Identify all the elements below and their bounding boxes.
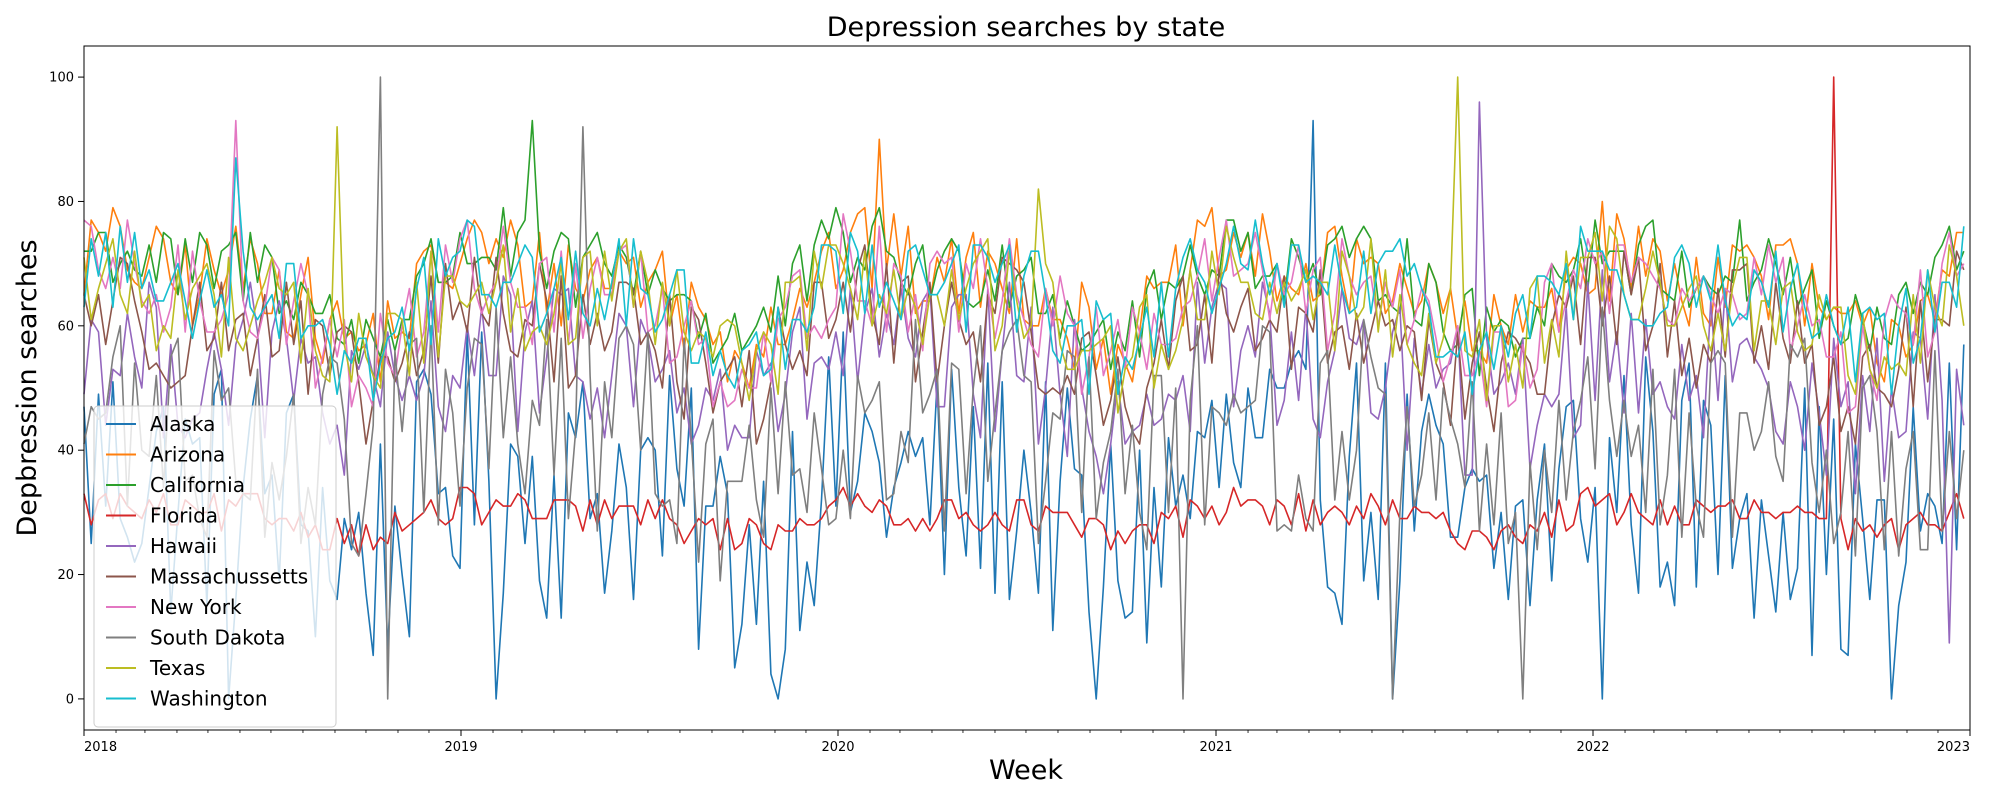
series-line-california bbox=[84, 119, 1965, 377]
legend-label: California bbox=[150, 473, 245, 497]
legend-label: Washington bbox=[150, 687, 268, 711]
y-tick-label: 80 bbox=[57, 195, 74, 210]
series-layer bbox=[83, 76, 1965, 700]
series-line-south-dakota bbox=[83, 76, 1965, 700]
x-tick-label: 2022 bbox=[1576, 740, 1609, 755]
x-axis-label: Week bbox=[989, 755, 1063, 786]
series-line-washington bbox=[83, 157, 1965, 402]
legend-label: Alaska bbox=[150, 412, 215, 436]
x-tick-label: 2023 bbox=[1937, 740, 1970, 755]
x-tick-label: 2019 bbox=[444, 740, 477, 755]
legend-label: New York bbox=[150, 595, 242, 619]
legend-label: Massachussetts bbox=[150, 565, 308, 589]
legend-label: Florida bbox=[150, 504, 218, 528]
series-line-alaska bbox=[83, 119, 1965, 700]
legend-label: Texas bbox=[149, 656, 205, 680]
y-tick-label: 40 bbox=[57, 444, 74, 459]
legend-label: Hawaii bbox=[150, 534, 217, 558]
y-tick-label: 20 bbox=[57, 568, 74, 583]
series-line-texas bbox=[83, 76, 1965, 414]
legend-label: South Dakota bbox=[150, 626, 285, 650]
x-tick-label: 2021 bbox=[1199, 740, 1232, 755]
plot-frame bbox=[83, 45, 1971, 731]
y-tick-label: 60 bbox=[57, 319, 74, 334]
series-line-new-york bbox=[83, 119, 1965, 414]
series-line-florida bbox=[83, 76, 1965, 557]
legend: Alaska Arizona California Florida Hawaii Mass… bbox=[93, 405, 337, 728]
y-axis-label: Depbression searches bbox=[12, 239, 43, 536]
legend-box bbox=[93, 405, 337, 728]
x-tick-label: 2018 bbox=[84, 740, 117, 755]
legend-label: Arizona bbox=[150, 443, 225, 467]
chart-title: Depression searches by state bbox=[827, 12, 1226, 43]
y-tick-label: 100 bbox=[49, 71, 74, 86]
x-tick-label: 2020 bbox=[821, 740, 854, 755]
axes-layer: 0 20 40 60 80 100 2018 2019 2020 2021 2022 2023 bbox=[49, 45, 1971, 755]
y-tick-label: 0 bbox=[66, 692, 74, 707]
